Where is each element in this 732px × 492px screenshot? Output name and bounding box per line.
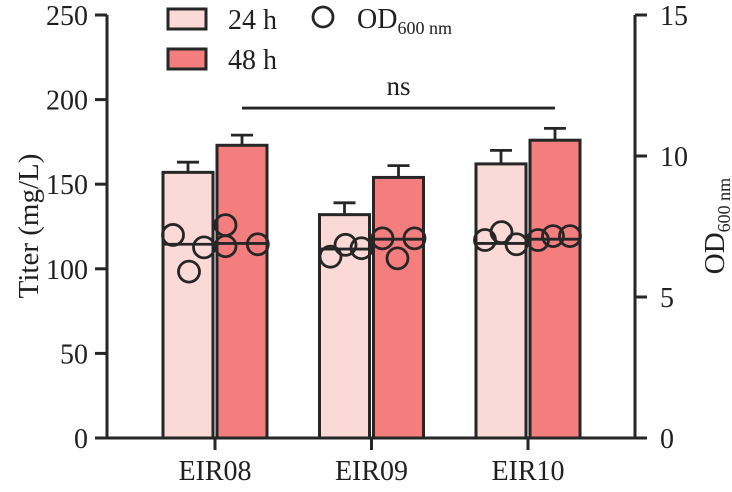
bar-EIR08-24h [161, 170, 215, 440]
od-point-EIR08-24h [177, 259, 201, 284]
legend: 24 h 48 h OD600 nm [166, 4, 452, 76]
od-points-layer [161, 213, 582, 284]
od-point-EIR10-48h [558, 224, 582, 248]
x-axis-label-EIR08: EIR08 [178, 456, 251, 487]
bar-EIR10-48h [528, 138, 582, 440]
x-axis-label-EIR09: EIR09 [335, 456, 408, 487]
od-point-EIR09-24h [349, 236, 374, 261]
legend-label-od-sub: 600 nm [397, 18, 452, 38]
axes-layer: 0 50 100 150 200 250 0 5 10 15 EIR08 EIR09 EIR10 [46, 1, 688, 487]
od-point-EIR10-48h [526, 228, 550, 252]
left-axis-tick-label: 250 [46, 1, 88, 32]
legend-swatch-24h [166, 7, 208, 31]
left-axis-tick-label: 50 [60, 339, 88, 370]
left-axis-tick-label: 100 [46, 255, 88, 286]
od-point-EIR09-48h [370, 226, 395, 251]
right-axis-tick-label: 10 [660, 142, 688, 173]
left-axis-title: Titer (mg/L) [13, 154, 45, 299]
od-point-EIR10-24h [489, 220, 514, 245]
legend-od-marker-icon [311, 5, 335, 29]
bars-layer [161, 126, 582, 440]
od-point-EIR10-48h [541, 224, 565, 248]
od-point-EIR08-24h [161, 223, 185, 247]
right-axis-title-sub: 600 nm [714, 178, 732, 233]
legend-label-48h: 48 h [228, 45, 277, 76]
legend-label-24h: 24 h [228, 5, 277, 36]
right-axis-title-main: OD [699, 232, 731, 274]
od-point-EIR08-48h [245, 232, 270, 257]
od-point-EIR08-48h [213, 234, 238, 259]
right-axis-title: OD600 nm [699, 178, 732, 274]
x-axis-label-EIR10: EIR10 [491, 456, 564, 487]
right-axis-tick-label: 0 [660, 424, 674, 455]
bar-EIR09-48h [372, 175, 425, 440]
bar-EIR10-24h [474, 162, 528, 440]
bar-EIR08-48h [215, 143, 269, 440]
ns-annotation-label: ns [386, 71, 410, 101]
od-point-EIR09-24h [333, 232, 358, 257]
left-axis-tick-label: 150 [46, 170, 88, 201]
left-axis-tick-label: 0 [74, 424, 88, 455]
od-point-EIR09-24h [318, 244, 343, 269]
legend-label-od-main: OD [357, 4, 397, 35]
right-axis-tick-label: 15 [660, 1, 688, 32]
right-axis-tick-label: 5 [660, 283, 674, 314]
od-point-EIR09-48h [385, 246, 410, 271]
legend-swatch-48h [166, 47, 208, 71]
legend-label-od: OD600 nm [357, 4, 452, 38]
od-point-EIR09-48h [402, 226, 427, 251]
left-axis-tick-label: 200 [46, 86, 88, 117]
bar-EIR09-24h [318, 213, 371, 440]
